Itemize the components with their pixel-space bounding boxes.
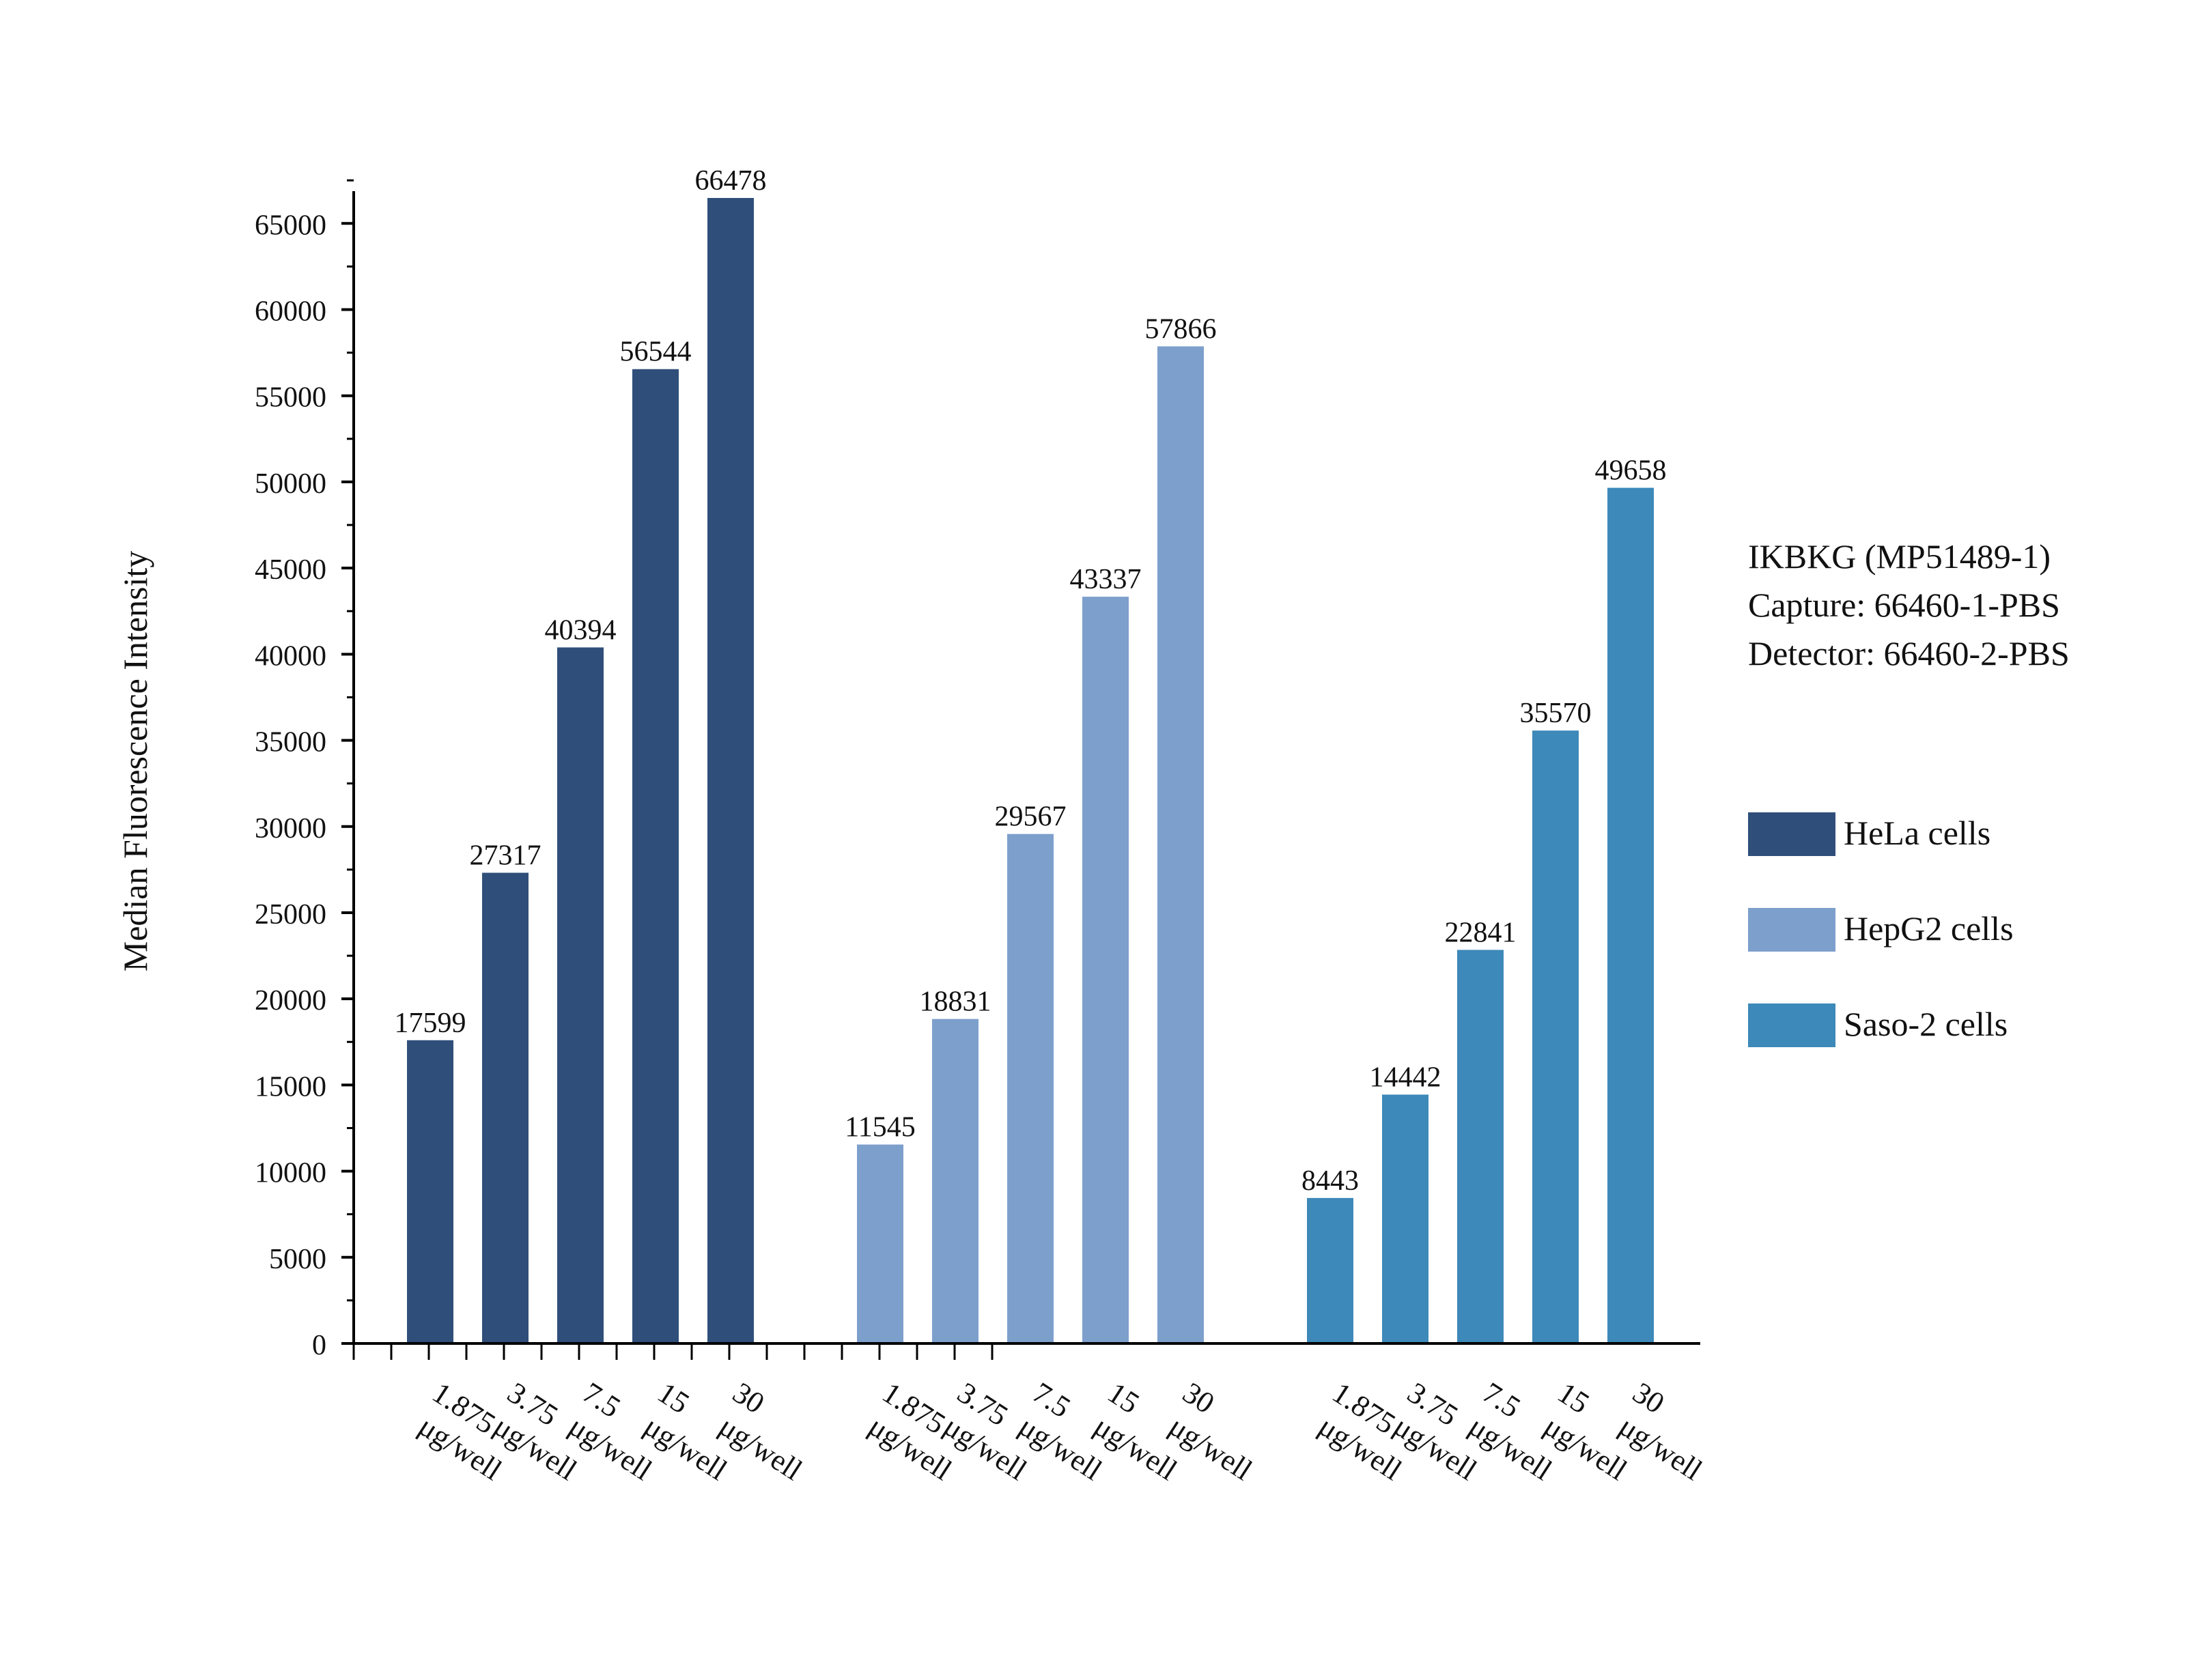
y-tick-label: 20000 [255,985,326,1016]
value-labels: 17599 27317 40394 56544 66478 11545 18831 29567… [395,165,1667,1197]
bar [557,647,604,1343]
bar-value-label: 40394 [545,614,617,646]
bar-value-label: 29567 [995,801,1067,833]
y-tick-label: 60000 [255,296,326,328]
bar [1082,597,1129,1343]
assay-info: IKBKG (MP51489-1) Capture: 66460-1-PBS D… [1748,532,2185,678]
bar [1157,346,1204,1344]
legend: HeLa cells HepG2 cells Saso-2 cells [1748,812,2185,1099]
bar [707,198,754,1343]
bar [407,1040,453,1343]
bar-value-label: 8443 [1301,1165,1359,1197]
bar [1532,730,1579,1343]
y-tick-label: 5000 [269,1244,326,1275]
detector-antibody: Detector: 66460-2-PBS [1748,634,2070,672]
legend-label-hela: HeLa cells [1844,814,1991,852]
bar [1382,1094,1428,1343]
legend-label-hepg2: HepG2 cells [1844,909,2014,948]
bar-value-label: 56544 [620,337,692,368]
bar-value-label: 11545 [845,1112,915,1143]
x-axis-ticks [352,1343,994,1360]
x-category-label: 30μg/well [707,1376,827,1487]
y-tick-label: 25000 [255,899,326,930]
bar [1307,1197,1353,1343]
y-tick-label: 40000 [255,640,326,672]
bar-value-label: 57866 [1145,313,1217,345]
bar-value-label: 17599 [395,1008,466,1039]
x-category-label: 30μg/well [1157,1376,1277,1487]
bar [1607,487,1654,1343]
y-tick-label: 45000 [255,554,326,586]
y-axis-ticks: 0 5000 10000 15000 20000 25000 30000 35000 40000… [255,179,354,1361]
capture-antibody: Capture: 66460-1-PBS [1748,586,2060,624]
legend-item-saso2: Saso-2 cells [1748,1003,2185,1099]
assay-title: IKBKG (MP51489-1) [1748,537,2051,575]
y-tick-label: 50000 [255,468,326,500]
bar [1007,834,1054,1343]
bars [407,198,1654,1344]
y-tick-label: 30000 [255,813,326,844]
bar-value-label: 66478 [695,165,767,197]
bar-value-label: 22841 [1445,917,1517,948]
x-category-label: 30μg/well [1607,1376,1727,1487]
y-tick-label: 10000 [255,1158,326,1189]
bar-value-label: 43337 [1070,564,1142,595]
bar-value-label: 49658 [1595,455,1667,487]
y-tick-label: 65000 [255,210,326,241]
legend-swatch-saso2 [1748,1003,1835,1047]
legend-swatch-hepg2 [1748,908,1835,952]
y-tick-label: 35000 [255,727,326,758]
bar-value-label: 35570 [1520,698,1592,729]
legend-label-saso2: Saso-2 cells [1844,1005,2008,1043]
bar [1457,950,1504,1343]
bar [932,1019,979,1343]
bar-value-label: 18831 [920,986,991,1018]
legend-item-hela: HeLa cells [1748,812,2185,908]
x-axis-labels: 1.875μg/well3.75μg/well7.5μg/well15μg/we… [413,1376,1727,1487]
bar-value-label: 14442 [1370,1062,1441,1093]
bar [632,369,679,1343]
y-tick-label: 55000 [255,382,326,414]
y-tick-label: 0 [312,1330,326,1361]
y-tick-label: 15000 [255,1071,326,1102]
bar [482,872,529,1343]
legend-swatch-hela [1748,812,1835,856]
y-axis-title: Median Fluorescence Intensity [116,551,154,971]
bar-value-label: 27317 [470,840,541,871]
bar [857,1144,903,1343]
legend-item-hepg2: HepG2 cells [1748,908,2185,1003]
